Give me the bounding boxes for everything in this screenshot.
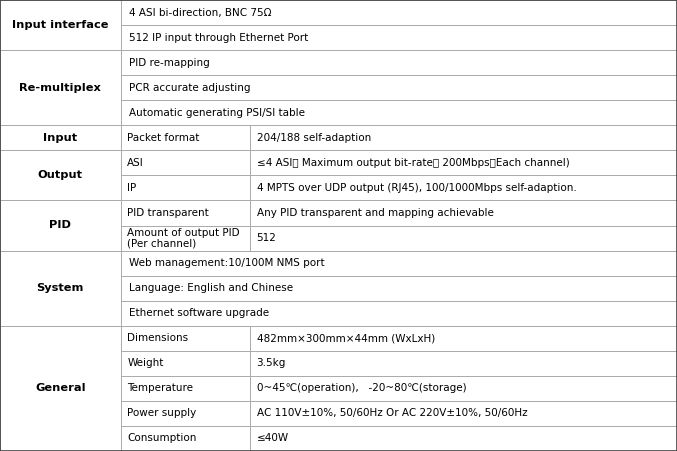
Text: PID: PID — [49, 221, 71, 230]
Bar — [121, 326, 250, 351]
Text: PID transparent: PID transparent — [127, 208, 209, 218]
Text: 4 ASI bi-direction, BNC 75Ω: 4 ASI bi-direction, BNC 75Ω — [129, 8, 271, 18]
Text: Temperature: Temperature — [127, 383, 193, 393]
Text: IP: IP — [127, 183, 137, 193]
Text: Packet format: Packet format — [127, 133, 200, 143]
Bar — [121, 426, 250, 451]
Text: System: System — [37, 283, 84, 293]
Bar — [121, 301, 677, 326]
Text: General: General — [35, 383, 85, 393]
Text: AC 110V±10%, 50/60Hz Or AC 220V±10%, 50/60Hz: AC 110V±10%, 50/60Hz Or AC 220V±10%, 50/… — [257, 409, 527, 419]
Text: PID re-mapping: PID re-mapping — [129, 58, 209, 68]
Bar — [250, 175, 677, 200]
Bar — [0, 326, 121, 451]
Text: 3.5kg: 3.5kg — [257, 358, 286, 368]
Bar — [121, 401, 250, 426]
Text: Weight: Weight — [127, 358, 164, 368]
Bar — [121, 251, 677, 276]
Bar — [0, 251, 121, 326]
Text: ASI: ASI — [127, 158, 144, 168]
Bar — [250, 376, 677, 401]
Bar — [250, 150, 677, 175]
Text: Input interface: Input interface — [12, 20, 108, 30]
Text: Power supply: Power supply — [127, 409, 196, 419]
Bar — [121, 376, 250, 401]
Text: (Per channel): (Per channel) — [127, 238, 196, 248]
Bar — [121, 226, 250, 251]
Text: Automatic generating PSI/SI table: Automatic generating PSI/SI table — [129, 108, 305, 118]
Bar — [121, 276, 677, 301]
Bar — [121, 50, 677, 75]
Text: Any PID transparent and mapping achievable: Any PID transparent and mapping achievab… — [257, 208, 494, 218]
Text: Consumption: Consumption — [127, 433, 196, 443]
Bar — [250, 426, 677, 451]
Bar — [250, 326, 677, 351]
Text: Output: Output — [38, 170, 83, 180]
Bar — [250, 226, 677, 251]
Text: ≤40W: ≤40W — [257, 433, 288, 443]
Bar — [121, 0, 677, 25]
Text: 482mm×300mm×44mm (WxLxH): 482mm×300mm×44mm (WxLxH) — [257, 333, 435, 343]
Text: Ethernet software upgrade: Ethernet software upgrade — [129, 308, 269, 318]
Bar — [121, 150, 250, 175]
Bar — [121, 75, 677, 100]
Text: Dimensions: Dimensions — [127, 333, 188, 343]
Text: 4 MPTS over UDP output (RJ45), 100/1000Mbps self-adaption.: 4 MPTS over UDP output (RJ45), 100/1000M… — [257, 183, 576, 193]
Text: Web management:10/100M NMS port: Web management:10/100M NMS port — [129, 258, 324, 268]
Bar — [0, 200, 121, 251]
Bar — [121, 175, 250, 200]
Text: PCR accurate adjusting: PCR accurate adjusting — [129, 83, 250, 93]
Bar — [121, 351, 250, 376]
Text: 204/188 self-adaption: 204/188 self-adaption — [257, 133, 371, 143]
Bar — [250, 125, 677, 150]
Bar — [250, 200, 677, 226]
Bar — [0, 0, 121, 50]
Bar — [0, 50, 121, 125]
Text: ≤4 ASI， Maximum output bit-rate： 200Mbps（Each channel): ≤4 ASI， Maximum output bit-rate： 200Mbps… — [257, 158, 569, 168]
Bar — [0, 125, 121, 150]
Bar — [250, 401, 677, 426]
Text: Language: English and Chinese: Language: English and Chinese — [129, 283, 292, 293]
Bar — [121, 100, 677, 125]
Text: 0~45℃(operation),   -20~80℃(storage): 0~45℃(operation), -20~80℃(storage) — [257, 383, 466, 393]
Text: 512: 512 — [257, 233, 276, 243]
Text: Amount of output PID: Amount of output PID — [127, 228, 240, 238]
Text: Input: Input — [43, 133, 77, 143]
Bar — [250, 351, 677, 376]
Text: 512 IP input through Ethernet Port: 512 IP input through Ethernet Port — [129, 32, 308, 42]
Bar — [121, 25, 677, 50]
Bar — [121, 125, 250, 150]
Bar — [121, 200, 250, 226]
Text: Re-multiplex: Re-multiplex — [20, 83, 101, 93]
Bar — [0, 150, 121, 200]
